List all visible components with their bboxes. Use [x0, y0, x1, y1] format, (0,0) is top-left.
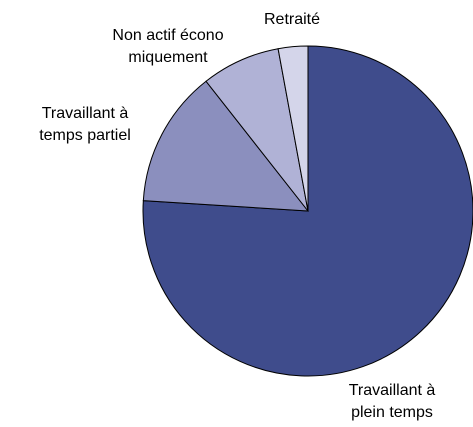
slice-label: Travaillant à: [42, 105, 129, 122]
pie-slice: [277, 45, 309, 212]
slice-label: plein temps: [351, 404, 433, 421]
pie-slice: [142, 80, 310, 212]
slice-label: Travaillant à: [349, 382, 436, 399]
slice-label: Non actif écono: [112, 27, 223, 44]
slice-label: Retraité: [264, 11, 320, 28]
slice-label: miquement: [128, 49, 208, 66]
slice-label: temps partiel: [39, 127, 131, 144]
pie-slice: [142, 45, 473, 377]
